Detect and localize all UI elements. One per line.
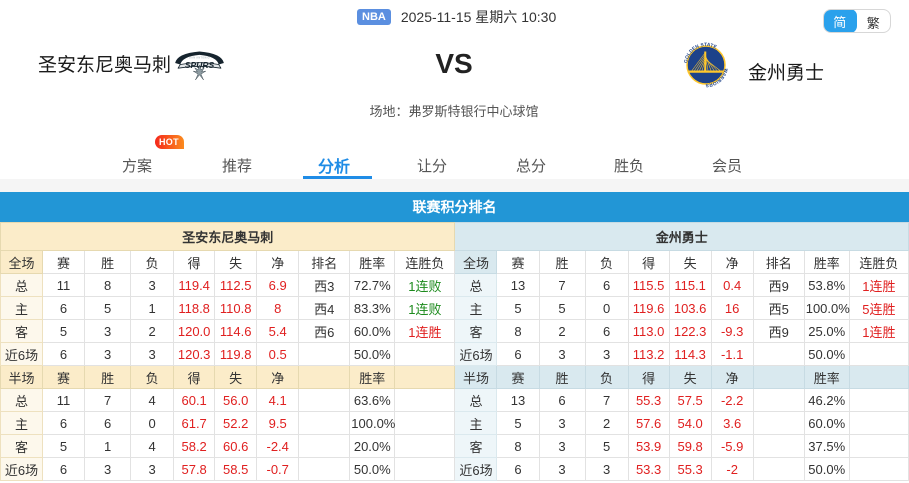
svg-text:SAN ANTONIO: SAN ANTONIO (189, 57, 210, 60)
